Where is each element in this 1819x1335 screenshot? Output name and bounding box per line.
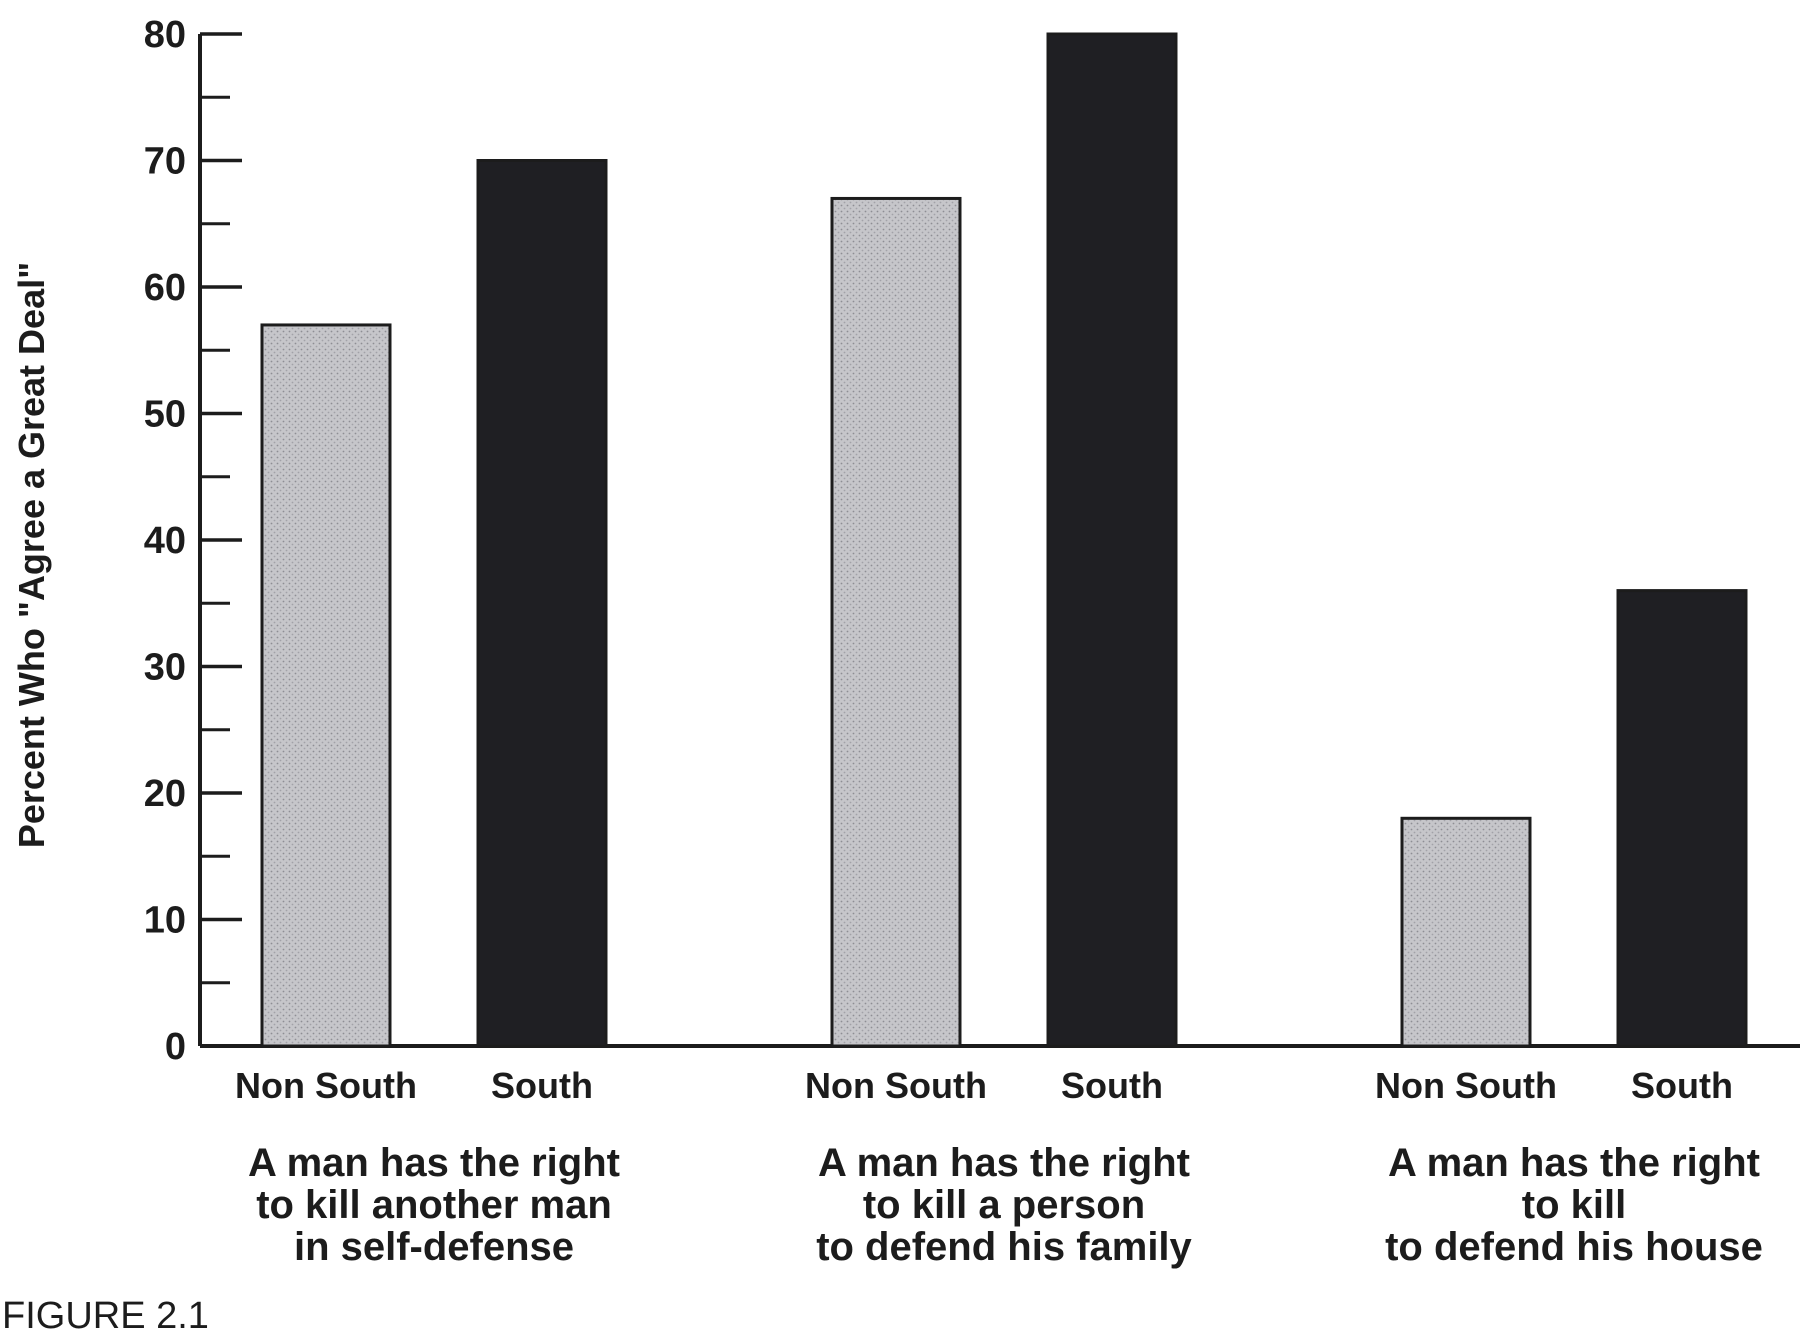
group-label-line: to kill a person: [863, 1183, 1145, 1227]
group-label-line: A man has the right: [1388, 1141, 1760, 1185]
y-axis: 0 10 20 30 40 50 60 70 80: [144, 14, 242, 1068]
bar-non-south: [260, 323, 392, 1048]
bar-south: [476, 159, 608, 1048]
group-label-line: to kill: [1522, 1183, 1626, 1227]
y-tick-label: 0: [165, 1026, 186, 1068]
group-label-line: to kill another man: [256, 1183, 612, 1227]
group-label-line: A man has the right: [818, 1141, 1190, 1185]
y-tick-label: 60: [144, 267, 186, 309]
y-tick-label: 30: [144, 647, 186, 689]
bar-non-south: [1400, 816, 1532, 1048]
bar-non-south: [830, 196, 962, 1048]
y-tick-label: 50: [144, 394, 186, 436]
bar-label-non-south: Non South: [805, 1065, 987, 1106]
group-label-line: to defend his house: [1385, 1225, 1763, 1269]
y-axis-title: Percent Who "Agree a Great Deal": [11, 262, 52, 848]
bar-label-non-south: Non South: [235, 1065, 417, 1106]
bar-label-non-south: Non South: [1375, 1065, 1557, 1106]
y-tick-label: 70: [144, 141, 186, 183]
figure-caption: FIGURE 2.1: [2, 1295, 209, 1335]
bar-south: [1616, 589, 1748, 1048]
bar-south: [1046, 32, 1178, 1048]
y-tick-label: 80: [144, 14, 186, 56]
bars: [260, 32, 1748, 1048]
group-label-line: in self-defense: [294, 1225, 574, 1269]
y-tick-label: 40: [144, 520, 186, 562]
y-tick-label: 10: [144, 900, 186, 942]
group-label-line: A man has the right: [248, 1141, 620, 1185]
bar-label-south: South: [1631, 1065, 1733, 1106]
bar-label-south: South: [1061, 1065, 1163, 1106]
y-tick-label: 20: [144, 773, 186, 815]
bar-label-south: South: [491, 1065, 593, 1106]
group-label-line: to defend his family: [816, 1225, 1192, 1269]
